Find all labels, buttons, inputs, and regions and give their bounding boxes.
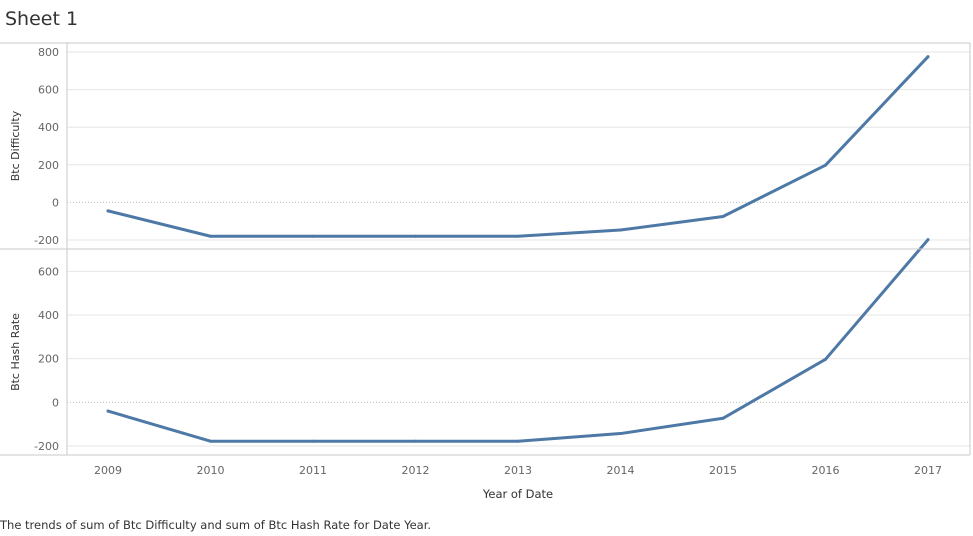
data-point bbox=[926, 55, 930, 59]
x-tick-label: 2016 bbox=[812, 464, 840, 477]
data-point bbox=[721, 215, 725, 218]
data-point bbox=[824, 357, 827, 361]
data-point bbox=[619, 432, 622, 436]
data-point bbox=[311, 234, 315, 238]
y-tick-label: 600 bbox=[38, 265, 59, 278]
y-axis-title: Btc Difficulty bbox=[9, 110, 22, 181]
x-tick-label: 2012 bbox=[402, 464, 430, 477]
x-axis: 2009 2010 2011 2012 2013 2014 2015 2016 2017 Year… bbox=[0, 42, 971, 501]
y-tick-label: 400 bbox=[38, 309, 59, 322]
y-tick-label: -200 bbox=[34, 234, 59, 247]
y-axis-title: Btc Hash Rate bbox=[9, 313, 22, 391]
x-tick-label: 2013 bbox=[504, 464, 532, 477]
y-tick-label: 200 bbox=[38, 353, 59, 366]
data-point bbox=[824, 163, 827, 167]
x-tick-label: 2010 bbox=[197, 464, 225, 477]
data-point bbox=[106, 409, 110, 413]
pane-btc-hash-rate: -200 0 200 400 600 Btc Hash Rate bbox=[9, 238, 970, 453]
y-tick-label: 600 bbox=[38, 84, 59, 97]
x-tick-label: 2015 bbox=[709, 464, 737, 477]
data-point bbox=[311, 439, 315, 443]
data-point bbox=[721, 416, 725, 420]
x-tick-label: 2011 bbox=[299, 464, 327, 477]
data-point bbox=[619, 228, 622, 232]
data-point bbox=[209, 439, 212, 443]
data-point bbox=[209, 234, 212, 238]
sheet-title: Sheet 1 bbox=[5, 8, 79, 30]
x-tick-label: 2017 bbox=[914, 464, 942, 477]
data-point bbox=[516, 439, 520, 443]
data-point bbox=[106, 209, 110, 213]
series-line bbox=[106, 55, 930, 238]
y-tick-label: 400 bbox=[38, 121, 59, 134]
series-line bbox=[106, 238, 930, 443]
y-tick-label: 0 bbox=[52, 396, 59, 409]
x-tick-label: 2009 bbox=[94, 464, 122, 477]
data-point bbox=[414, 439, 417, 443]
data-point bbox=[414, 234, 417, 238]
x-tick-label: 2014 bbox=[607, 464, 635, 477]
y-tick-label: 200 bbox=[38, 159, 59, 172]
x-axis-title: Year of Date bbox=[482, 487, 553, 501]
y-tick-label: 0 bbox=[52, 196, 59, 209]
data-point bbox=[926, 238, 930, 242]
y-tick-label: 800 bbox=[38, 46, 59, 59]
pane-btc-difficulty: -200 0 200 400 600 800 Btc Difficulty bbox=[9, 46, 970, 247]
chart-caption: The trends of sum of Btc Difficulty and … bbox=[0, 518, 432, 532]
data-point bbox=[516, 234, 520, 238]
y-tick-label: -200 bbox=[34, 440, 59, 453]
